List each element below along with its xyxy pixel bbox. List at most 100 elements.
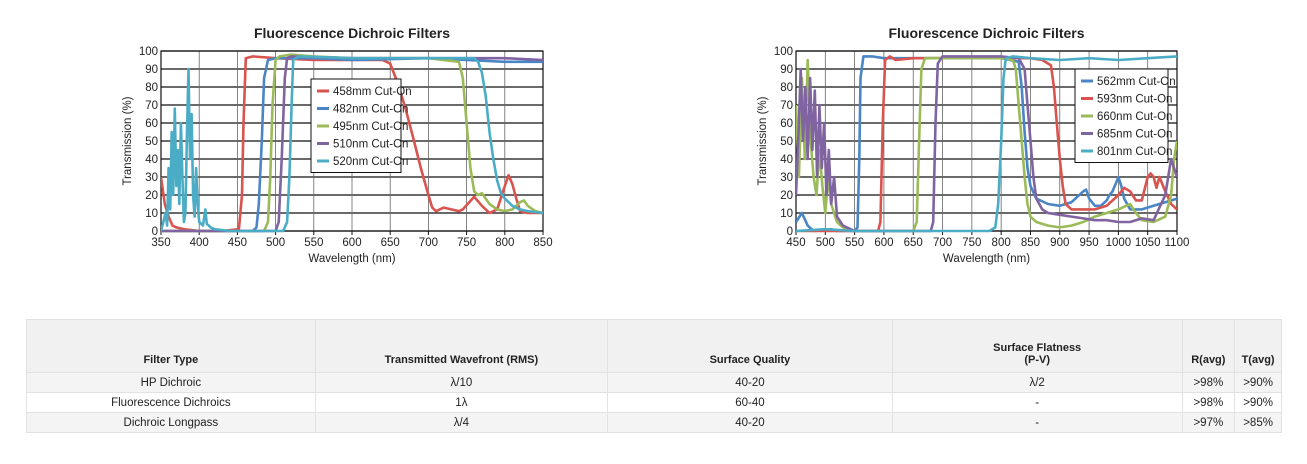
- header-surface-quality: Surface Quality: [607, 319, 893, 373]
- chart2-ytick-label: 40: [780, 154, 793, 166]
- chart2-ytick-label: 20: [780, 190, 793, 202]
- chart2-ytick-label: 0: [787, 226, 793, 238]
- chart1-xtick-label: 500: [266, 237, 285, 249]
- chart-right: Fluorescence Dichroic Filters 0 10 20 30 40 50…: [640, 0, 1307, 285]
- chart2-series-4: [796, 55, 1177, 233]
- chart-left-svg: Fluorescence Dichroic Filters 0 10 20 30 40 50…: [122, 25, 553, 265]
- header-surface-flatness-line2: (P-V): [1024, 354, 1050, 366]
- chart2-xtick-label: 700: [933, 237, 952, 249]
- chart2-xtick-label: 450: [786, 237, 805, 249]
- chart2-ytick-label: 10: [780, 208, 793, 220]
- table-header-row: Filter Type Transmitted Wavefront (RMS) …: [26, 319, 1282, 373]
- chart1-ytick-label: 90: [145, 64, 158, 76]
- cell-r-avg: >97%: [1181, 412, 1236, 433]
- chart1-xlabel: Wavelength (nm): [308, 253, 395, 265]
- chart1-series-3: [161, 53, 543, 233]
- chart-left: Fluorescence Dichroic Filters 0 10 20 30 40 50…: [0, 0, 640, 285]
- chart1-title: Fluorescence Dichroic Filters: [254, 25, 450, 41]
- chart1-series-5: [161, 55, 543, 233]
- chart2-xtick-label: 800: [992, 237, 1011, 249]
- chart2-xtick-label: 850: [1021, 237, 1040, 249]
- chart2-legend-label: 660nm Cut-On: [1097, 111, 1172, 123]
- cell-r-avg: >98%: [1181, 372, 1236, 393]
- cell-wavefront: λ/4: [314, 412, 609, 433]
- cell-filter-type: Fluorescence Dichroics: [26, 392, 316, 413]
- cell-r-avg: >98%: [1181, 392, 1236, 413]
- cell-surface-quality: 40-20: [607, 372, 893, 393]
- chart1-ytick-label: 10: [145, 208, 158, 220]
- chart2-xtick-label: 900: [1050, 237, 1069, 249]
- cell-filter-type: Dichroic Longpass: [26, 412, 316, 433]
- chart1-ytick-label: 0: [152, 226, 158, 238]
- cell-t-avg: >85%: [1234, 412, 1282, 433]
- cell-surface-flatness: -: [891, 392, 1183, 413]
- chart1-xtick-label: 550: [304, 237, 323, 249]
- chart2-legend-label: 593nm Cut-On: [1097, 94, 1172, 106]
- chart1-xtick-label: 650: [381, 237, 400, 249]
- chart1-xtick-label: 600: [342, 237, 361, 249]
- chart1-xtick-label: 800: [495, 237, 514, 249]
- chart2-xlabel: Wavelength (nm): [943, 253, 1030, 265]
- chart2-xtick-label: 550: [845, 237, 864, 249]
- chart2-series-5: [796, 55, 1177, 233]
- chart2-xtick-label: 750: [962, 237, 981, 249]
- chart1-xtick-label: 400: [190, 237, 209, 249]
- cell-surface-quality: 40-20: [607, 412, 893, 433]
- cell-surface-quality: 60-40: [607, 392, 893, 413]
- table-row: HP Dichroic λ/10 40-20 λ/2 >98% >90%: [26, 372, 1282, 393]
- chart1-ytick-label: 20: [145, 190, 158, 202]
- chart1-xtick-label: 450: [228, 237, 247, 249]
- chart1-ytick-label: 50: [145, 136, 158, 148]
- chart2-xtick-label: 950: [1079, 237, 1098, 249]
- table-row: Dichroic Longpass λ/4 40-20 - >97% >85%: [26, 412, 1282, 433]
- chart2-legend-label: 801nm Cut-On: [1097, 146, 1172, 158]
- header-filter-type: Filter Type: [26, 319, 316, 373]
- cell-filter-type: HP Dichroic: [26, 372, 316, 393]
- chart1-legend-label: 510nm Cut-On: [333, 139, 408, 151]
- chart2-ytick-label: 100: [774, 46, 793, 58]
- chart1-legend-label: 520nm Cut-On: [333, 156, 408, 168]
- header-surface-flatness-line1: Surface Flatness: [993, 342, 1082, 354]
- chart1-legend-label: 458mm Cut-On: [333, 86, 412, 98]
- chart2-ylabel: Transmission (%): [757, 96, 769, 185]
- chart2-ytick-label: 70: [780, 100, 793, 112]
- header-r-avg: R(avg): [1181, 319, 1236, 373]
- chart2-ytick-label: 80: [780, 82, 793, 94]
- chart1-ytick-label: 30: [145, 172, 158, 184]
- cell-t-avg: >90%: [1234, 372, 1282, 393]
- chart1-legend-label: 482nm Cut-On: [333, 104, 408, 116]
- chart2-xtick-label: 500: [816, 237, 835, 249]
- chart1-xtick-label: 350: [151, 237, 170, 249]
- chart2-ytick-label: 50: [780, 136, 793, 148]
- chart2-ytick-label: 90: [780, 64, 793, 76]
- cell-surface-flatness: -: [891, 412, 1183, 433]
- chart1-ytick-label: 80: [145, 82, 158, 94]
- chart2-xtick-label: 1000: [1106, 237, 1132, 249]
- header-wavefront: Transmitted Wavefront (RMS): [314, 319, 609, 373]
- chart1-xtick-label: 750: [457, 237, 476, 249]
- chart1-ytick-label: 60: [145, 118, 158, 130]
- chart1-xtick-label: 700: [419, 237, 438, 249]
- chart2-series-2: [796, 55, 1177, 233]
- cell-wavefront: λ/10: [314, 372, 609, 393]
- chart2-ytick-label: 30: [780, 172, 793, 184]
- chart1-ylabel: Transmission (%): [122, 96, 134, 185]
- chart1-series-2: [161, 56, 543, 233]
- chart1-xtick-label: 850: [533, 237, 552, 249]
- chart1-frame: [160, 50, 544, 232]
- chart2-legend-label: 685nm Cut-On: [1097, 129, 1172, 141]
- chart2-title: Fluorescence Dichroic Filters: [888, 25, 1084, 41]
- cell-wavefront: 1λ: [314, 392, 609, 413]
- chart2-xtick-label: 600: [874, 237, 893, 249]
- chart1-legend-label: 495nm Cut-On: [333, 121, 408, 133]
- table-row: Fluorescence Dichroics 1λ 60-40 - >98% >…: [26, 392, 1282, 413]
- specs-table: Filter Type Transmitted Wavefront (RMS) …: [26, 319, 1282, 433]
- chart-right-svg: Fluorescence Dichroic Filters 0 10 20 30 40 50…: [757, 25, 1189, 265]
- chart2-ytick-label: 60: [780, 118, 793, 130]
- cell-surface-flatness: λ/2: [891, 372, 1183, 393]
- cell-t-avg: >90%: [1234, 392, 1282, 413]
- header-t-avg: T(avg): [1234, 319, 1282, 373]
- chart1-ytick-label: 100: [139, 46, 158, 58]
- chart1-ytick-label: 70: [145, 100, 158, 112]
- chart1-ytick-label: 40: [145, 154, 158, 166]
